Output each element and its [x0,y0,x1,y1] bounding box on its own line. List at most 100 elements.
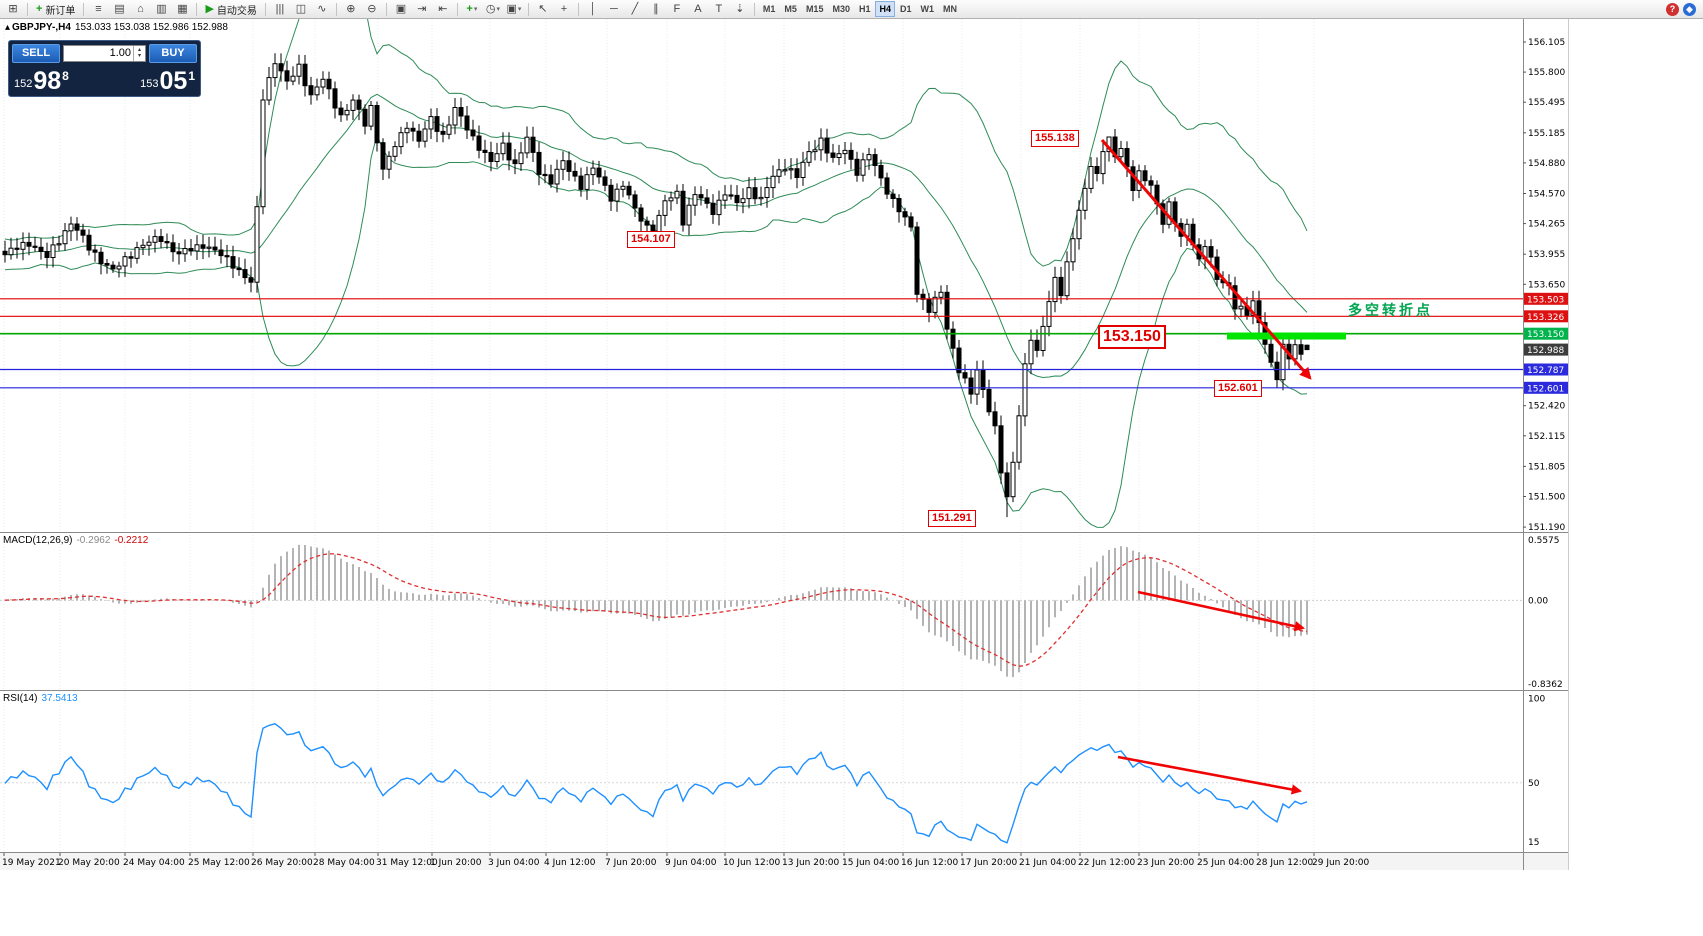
svg-text:15: 15 [1528,838,1539,848]
timeframe-m1-button[interactable]: M1 [762,4,776,14]
candlestick-chart-icon: ◫ [295,3,307,15]
timeframe-h4-button[interactable]: H4 [875,1,895,17]
timeframe-d1-button[interactable]: D1 [900,4,912,14]
help-icon[interactable]: ? [1666,2,1679,16]
arrows-button[interactable]: ⇣ [730,1,750,17]
label-icon: T [715,3,723,15]
price-scale[interactable]: 156.105 155.800 155.495 155.185 154.880 154.5… [1523,38,1565,533]
navigator-button[interactable]: ⌂ [130,1,150,17]
text-icon: A [694,3,702,15]
autotrading-button-label: 自动交易 [216,5,257,17]
svg-text:23 Jun 20:00: 23 Jun 20:00 [1137,858,1194,868]
volume-value: 1.00 [109,46,131,59]
timeframe-bar: M1 M5 M15 M30 H1 H4 D1 W1 MN [759,1,961,17]
svg-text:152.115: 152.115 [1528,432,1565,442]
periods-icon: ◷ [485,3,496,15]
horizontal-line-button[interactable]: ─ [604,1,624,17]
spinner-up-icon[interactable]: ▴ [137,47,141,53]
macd-signal-value: -0.2212 [114,535,149,546]
arrows-icon: ⇣ [735,3,745,15]
label-button[interactable]: T [709,1,729,17]
new-order-button[interactable]: + 新订单 [32,1,79,17]
chevron-down-icon: ▾ [473,6,478,13]
svg-text:100: 100 [1528,694,1545,704]
macd-histogram-layer [4,544,1308,678]
crosshair-icon: + [560,3,568,15]
volume-input[interactable]: 1.00 ▴ ▾ [63,44,146,62]
templates-button[interactable]: ▣ ▾ [504,1,524,17]
trend-arrow-rsi [1117,755,1303,795]
zoom-out-button[interactable]: ⊖ [362,1,382,17]
timeframe-h1-button[interactable]: H1 [858,4,871,14]
svg-text:50: 50 [1528,779,1540,789]
cursor-button[interactable]: ↖ [533,1,553,17]
svg-text:28 May 04:00: 28 May 04:00 [313,858,375,868]
timeframe-m15-button[interactable]: M15 [805,4,824,14]
spinner-down-icon[interactable]: ▾ [137,53,141,59]
text-button[interactable]: A [688,1,708,17]
zoom-in-button[interactable]: ⊕ [341,1,361,17]
ask-sup: 1 [188,69,195,83]
bar-chart-button[interactable]: ||| [270,1,290,17]
chart-price-label: 154.107 [627,231,675,248]
chart-shift-button[interactable]: ⇤ [433,1,453,17]
bar-chart-icon: ||| [275,3,285,15]
autotrading-icon: ▶ [205,3,214,15]
svg-text:153.650: 153.650 [1528,280,1565,290]
timeframe-m30-button[interactable]: M30 [832,4,850,14]
macd-title-text: MACD(12,26,9) [3,535,73,546]
channel-button[interactable]: ∥ [646,1,666,17]
svg-text:25 May 12:00: 25 May 12:00 [188,858,250,868]
trendline-button[interactable]: ╱ [625,1,645,17]
chart-annotation: 多空转折点 [1348,302,1433,318]
periods-button[interactable]: ◷ ▾ [483,1,503,17]
svg-text:4 Jun 12:00: 4 Jun 12:00 [544,858,596,868]
symbol-period-label: GBPJPY-,H4 [12,22,71,33]
candles-layer [2,53,1310,518]
ohlc-readout: 153.033 153.038 152.986 152.988 [74,22,228,33]
buy-button[interactable]: BUY [149,43,197,63]
svg-text:24 May 04:00: 24 May 04:00 [123,858,185,868]
crosshair-button[interactable]: + [554,1,574,17]
new-chart-button[interactable]: ⊞ [3,1,23,17]
vertical-line-icon: │ [589,3,597,15]
svg-text:154.265: 154.265 [1528,220,1565,230]
candlestick-chart-button[interactable]: ◫ [291,1,311,17]
terminal-button[interactable]: ▥ [151,1,171,17]
fibonacci-button[interactable]: F [667,1,687,17]
indicators-button[interactable]: + ▾ [462,1,482,17]
toolbar-separator [83,2,85,16]
volume-spinner[interactable]: ▴ ▾ [133,45,145,61]
rsi-value: 37.5413 [41,693,78,704]
auto-scroll-button[interactable]: ⇥ [412,1,432,17]
chart-price-label: 151.291 [928,510,976,527]
toolbar-separator [335,2,337,16]
grid-layer [3,19,1315,852]
autotrading-button[interactable]: ▶ 自动交易 [201,1,260,17]
auto-scroll-icon: ⇥ [417,3,427,15]
market-watch-button[interactable]: ≡ [88,1,108,17]
price-tags-layer: 153.503 153.326 153.150 152.988 152.787 152.6… [1524,292,1568,394]
svg-text:21 Jun 04:00: 21 Jun 04:00 [1019,858,1076,868]
tile-windows-button[interactable]: ▣ [391,1,411,17]
one-click-trading-panel: SELL 1.00 ▴ ▾ BUY 152 98 8 153 05 1 [8,40,201,97]
timeframe-mn-button[interactable]: MN [943,4,958,14]
data-window-button[interactable]: ▤ [109,1,129,17]
line-chart-button[interactable]: ∿ [312,1,332,17]
svg-text:15 Jun 04:00: 15 Jun 04:00 [842,858,899,868]
sell-button[interactable]: SELL [12,43,60,63]
timeframe-m5-button[interactable]: M5 [784,4,797,14]
svg-text:155.495: 155.495 [1528,98,1565,108]
rsi-label: RSI(14) 37.5413 [3,693,82,704]
strategy-tester-button[interactable]: ▦ [172,1,192,17]
svg-text:-0.8362: -0.8362 [1528,680,1563,690]
timeframe-w1-button[interactable]: W1 [920,4,935,14]
line-chart-icon: ∿ [317,3,327,15]
community-icon[interactable]: ◆ [1683,2,1696,16]
svg-text:0.5575: 0.5575 [1528,536,1560,546]
fibonacci-icon: F [673,3,681,15]
vertical-line-button[interactable]: │ [583,1,603,17]
svg-text:29 Jun 20:00: 29 Jun 20:00 [1312,858,1369,868]
